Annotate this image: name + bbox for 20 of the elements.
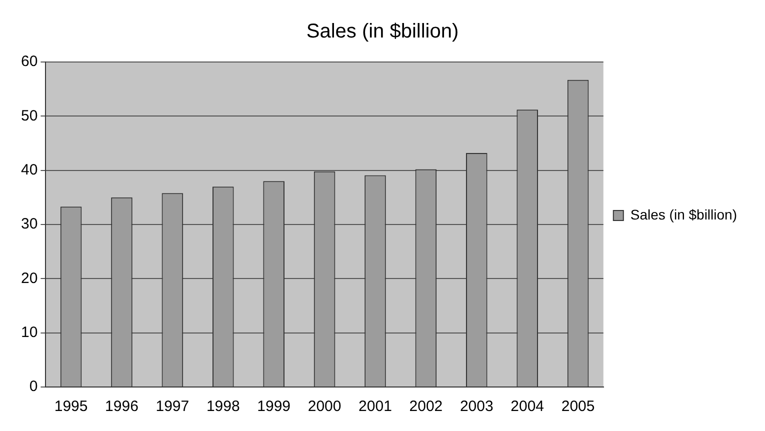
- x-tick-label: 2005: [561, 398, 595, 416]
- legend-label: Sales (in $billion): [630, 206, 738, 222]
- x-tick-label: 2003: [460, 398, 494, 416]
- y-tick-label: 30: [20, 216, 38, 233]
- x-tick-label: 1995: [54, 398, 88, 416]
- y-tick-label: 40: [20, 161, 38, 178]
- y-tick-label: 50: [20, 107, 38, 124]
- x-tick-label: 1996: [105, 398, 138, 416]
- x-tick-label: 2004: [510, 398, 544, 416]
- x-tick-label: 1999: [257, 398, 291, 416]
- y-tick-label: 10: [20, 324, 38, 341]
- y-tick-label: 0: [29, 378, 38, 396]
- x-tick-label: 2000: [308, 398, 342, 416]
- chart-title: Sales (in $billion): [306, 20, 459, 43]
- y-tick-label: 20: [20, 270, 38, 287]
- x-tick-label: 2002: [409, 398, 443, 416]
- x-tick-label: 1998: [206, 398, 240, 416]
- x-tick-label: 2001: [358, 398, 392, 416]
- y-tick-label: 60: [20, 53, 38, 70]
- x-tick-label: 1997: [156, 398, 190, 416]
